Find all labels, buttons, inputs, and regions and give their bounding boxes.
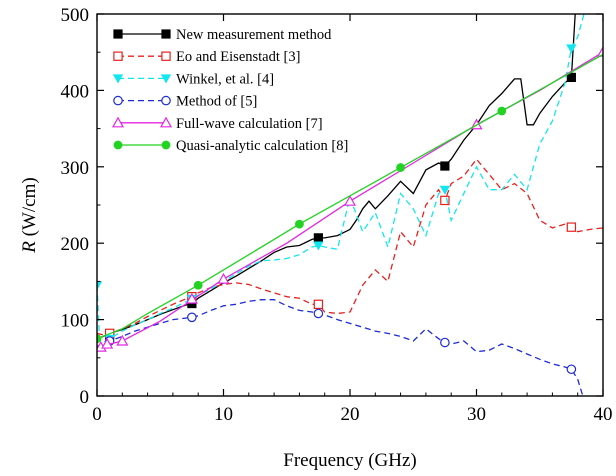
legend-marker [113, 140, 123, 150]
legend-marker [161, 95, 171, 106]
legend-entry: New measurement method [113, 27, 332, 43]
data-point [440, 337, 450, 348]
data-point [295, 219, 304, 229]
y-axis-label-symbol: R [19, 241, 40, 254]
series-line [97, 158, 603, 336]
y-tick-label: 300 [61, 158, 90, 179]
legend-marker [113, 95, 123, 106]
series-line [97, 53, 603, 340]
series-line [97, 14, 585, 344]
x-tick-label: 40 [594, 404, 613, 425]
y-tick-label: 500 [61, 5, 90, 26]
y-tick-label: 100 [61, 311, 90, 332]
data-point [97, 334, 102, 344]
y-tick-label: 200 [61, 234, 90, 255]
legend-entry: Eo and Eisenstadt [3] [113, 49, 300, 65]
data-point [596, 45, 603, 57]
x-tick-label: 20 [341, 404, 360, 425]
legend-label: New measurement method [176, 27, 332, 43]
y-tick-label: 400 [61, 81, 90, 102]
data-point [440, 195, 450, 206]
data-point [497, 106, 507, 116]
legend-marker [160, 74, 172, 84]
data-point [566, 44, 577, 54]
data-point [116, 334, 129, 346]
legend-label: Eo and Eisenstadt [3] [176, 49, 300, 65]
y-tick-label: 0 [80, 387, 90, 408]
legend-entry: Method of [5] [113, 94, 257, 110]
series-line [97, 299, 584, 396]
legend-marker [111, 116, 125, 128]
legend-marker [113, 51, 123, 61]
series-layer [97, 14, 603, 396]
data-point [97, 281, 103, 291]
x-tick-label: 30 [467, 404, 486, 425]
legend-label: Full-wave calculation [7] [176, 116, 323, 132]
data-point [101, 337, 114, 349]
legend-marker [161, 51, 171, 61]
data-point [217, 272, 230, 284]
data-point [313, 299, 324, 310]
data-point [313, 233, 323, 243]
y-axis-label-unit: (W/cm) [19, 177, 40, 236]
x-axis-label: Frequency (GHz) [283, 450, 416, 471]
data-point [566, 222, 577, 232]
data-point [185, 292, 198, 304]
legend-entry: Winkel, et al. [4] [112, 71, 274, 87]
data-point [396, 163, 405, 172]
data-point [566, 364, 577, 375]
data-point [343, 194, 357, 206]
x-tick-label: 0 [92, 404, 102, 425]
legend-entry: Quasi-analytic calculation [8] [113, 138, 348, 154]
data-point [187, 312, 197, 323]
data-point [313, 241, 324, 251]
data-point [440, 161, 450, 171]
legend-marker [159, 116, 173, 128]
legend-label: Winkel, et al. [4] [176, 71, 274, 87]
legend-marker [113, 29, 123, 39]
y-axis-label: R (W/cm) [19, 177, 40, 253]
legend-marker [161, 29, 171, 39]
data-point [566, 72, 576, 83]
legend-label: Method of [5] [176, 94, 257, 110]
data-point [313, 308, 324, 319]
legend: New measurement method Eo and Eisenstadt … [111, 27, 348, 154]
series-6 [97, 53, 603, 344]
data-point [439, 185, 451, 195]
legend-marker [112, 74, 124, 84]
data-point [193, 280, 203, 290]
legend-marker [161, 140, 171, 150]
x-tick-label: 10 [214, 404, 233, 425]
legend-label: Quasi-analytic calculation [8] [176, 138, 348, 154]
legend-entry: Full-wave calculation [7] [111, 116, 323, 132]
